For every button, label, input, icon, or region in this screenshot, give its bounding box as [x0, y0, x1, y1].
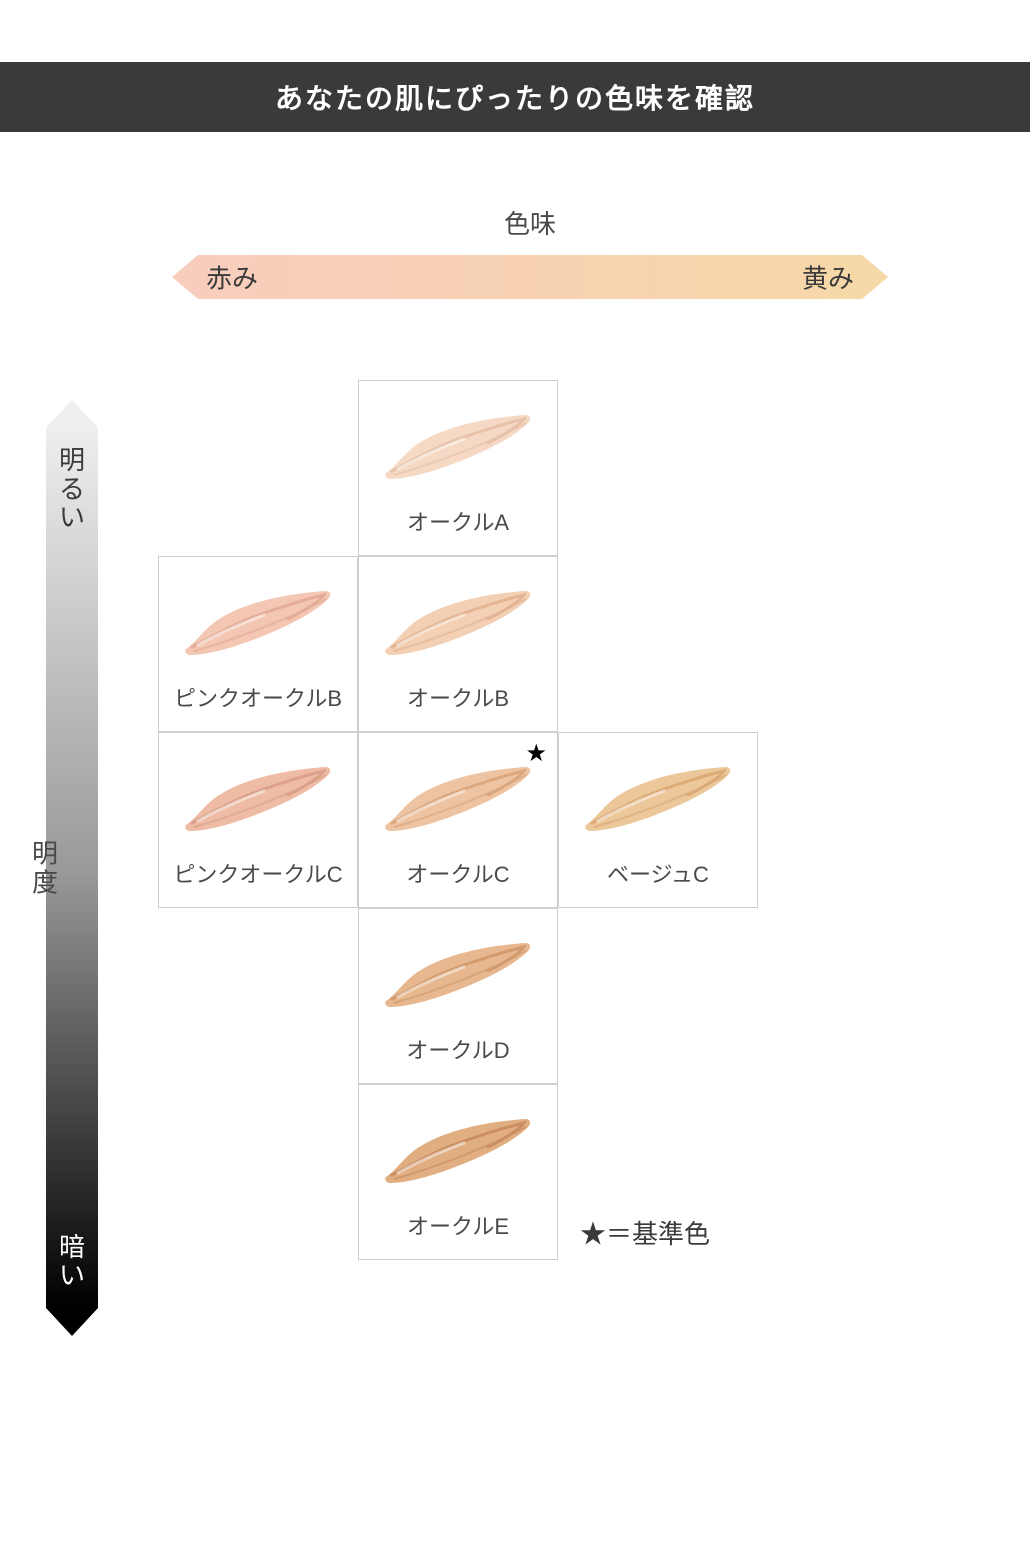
hue-axis-bar — [198, 255, 862, 299]
shade-label: オークルE — [407, 1209, 509, 1241]
shade-swatch-icon — [378, 743, 538, 857]
shade-swatch-icon — [578, 743, 738, 857]
hue-arrow-right-icon — [862, 255, 888, 299]
hue-axis-bar-wrap: 赤み 黄み — [172, 255, 888, 299]
star-icon: ★ — [525, 739, 547, 768]
hue-axis: 色味 赤み 黄み — [172, 204, 888, 299]
shade-cell[interactable]: オークルB — [358, 556, 558, 732]
header-bar: あなたの肌にぴったりの色味を確認 — [0, 62, 1030, 132]
value-arrow-down-icon — [46, 1308, 98, 1336]
value-bottom-label: 暗い — [59, 1233, 85, 1290]
hue-right-label: 黄み — [802, 259, 854, 296]
value-top-label: 明るい — [59, 446, 85, 532]
hue-arrow-left-icon — [172, 255, 198, 299]
shade-swatch-icon — [378, 391, 538, 505]
shade-cell[interactable]: オークルA — [358, 380, 558, 556]
shade-swatch-icon — [378, 1095, 538, 1209]
shade-cell[interactable]: ピンクオークルB — [158, 556, 358, 732]
shade-cell[interactable]: オークルE — [358, 1084, 558, 1260]
shade-label: オークルC — [406, 857, 509, 889]
shade-cell[interactable]: ピンクオークルC — [158, 732, 358, 908]
shade-label: オークルB — [407, 681, 509, 713]
shade-grid: オークルA ピンクオークルB オークルB ピンクオークルC ★ オークルC ベージ… — [158, 380, 758, 1260]
shade-label: ピンクオークルC — [173, 857, 342, 889]
shade-label: オークルD — [406, 1033, 509, 1065]
content-area: 色味 赤み 黄み 明度 明るい 暗い オークルA ピンクオークルB オ — [0, 132, 1030, 1482]
shade-cell[interactable]: オークルD — [358, 908, 558, 1084]
shade-swatch-icon — [378, 567, 538, 681]
hue-axis-title: 色味 — [172, 204, 888, 241]
shade-swatch-icon — [378, 919, 538, 1033]
shade-swatch-icon — [178, 567, 338, 681]
shade-swatch-icon — [178, 743, 338, 857]
shade-cell[interactable]: ベージュC — [558, 732, 758, 908]
legend-star: ★＝基準色 — [580, 1214, 710, 1251]
shade-cell[interactable]: ★ オークルC — [358, 732, 558, 908]
header-title: あなたの肌にぴったりの色味を確認 — [275, 77, 755, 117]
value-axis-title: 明度 — [32, 839, 58, 896]
shade-label: オークルA — [407, 505, 509, 537]
shade-label: ピンクオークルB — [174, 681, 342, 713]
shade-label: ベージュC — [607, 857, 709, 889]
value-axis: 明度 明るい 暗い — [46, 400, 98, 1336]
hue-left-label: 赤み — [206, 259, 258, 296]
value-arrow-up-icon — [46, 400, 98, 428]
